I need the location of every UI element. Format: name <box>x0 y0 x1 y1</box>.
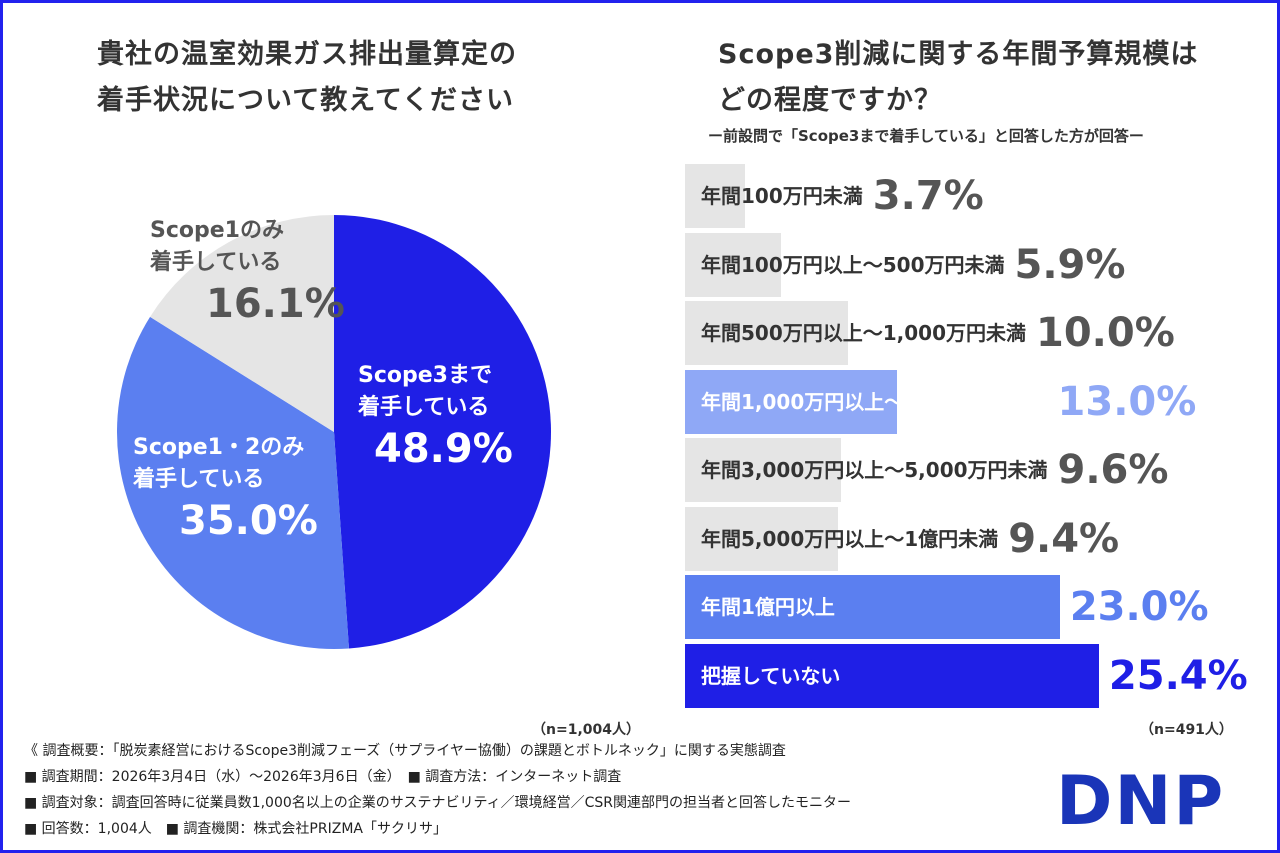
bar-category-label: 年間500万円以上〜1,000万円未満 <box>701 321 1027 345</box>
bar-category-label: 把握していない <box>701 663 841 688</box>
pie-label-scope3-line1: Scope3まで <box>358 363 492 388</box>
pie-label-scope1-line1: Scope1のみ <box>150 218 284 243</box>
bar <box>685 369 897 434</box>
bar-chart-title: Scope3削減に関する年間予算規模は どの程度ですか？ <box>718 32 1198 124</box>
bar-category-label: 年間1億円以上 <box>701 595 835 619</box>
pie-slice-scope1 <box>150 215 334 432</box>
bar-chart-subtitle: ー前設問で「Scope3まで着手している」と回答した方が回答ー <box>708 127 1144 145</box>
footnote-line: ■ 回答数：1,004人 ■ 調査機関：株式会社PRIZMA「サクリサ」 <box>24 821 447 837</box>
pie-label-scope12: Scope1・2のみ 着手している 35.0% <box>133 432 318 546</box>
bar-value-label: 23.0% <box>1069 584 1209 630</box>
survey-footnotes: 《 調査概要：「脱炭素経営におけるScope3削減フェーズ（サプライヤー協働）の… <box>24 738 851 842</box>
footnote-line: 《 調査概要：「脱炭素経営におけるScope3削減フェーズ（サプライヤー協働）の… <box>24 743 786 759</box>
pie-title-line1: 貴社の温室効果ガス排出量算定の <box>97 39 517 70</box>
pie-label-scope3-line2: 着手している <box>358 395 490 420</box>
pie-label-scope1-line2: 着手している <box>150 250 282 275</box>
bar <box>685 232 782 297</box>
footnote-line: ■ 調査対象：調査回答時に従業員数1,000名以上の企業のサステナビリティ／環境… <box>24 795 852 811</box>
bar-value-label: 13.0% <box>1057 378 1197 425</box>
bar-category-label: 年間100万円未満 <box>701 184 863 208</box>
bar-category-label: 年間1,000万円以上〜3,000万円未満 <box>701 389 1048 414</box>
bar <box>685 643 1099 708</box>
bar-category-label: 年間3,000万円以上〜5,000万円未満 <box>701 458 1048 482</box>
bar <box>685 438 842 502</box>
bar-category-label: 年間100万円以上〜500万円未満 <box>701 252 1005 277</box>
footnote-line: ■ 調査期間：2026年3月4日（水）〜2026年3月6日（金） ■ 調査方法：… <box>24 769 622 785</box>
pie-chart-title: 貴社の温室効果ガス排出量算定の 着手状況について教えてください <box>97 32 517 124</box>
bar <box>685 164 746 228</box>
pie-value-scope1: 16.1% <box>206 281 345 327</box>
pie-label-scope3: Scope3まで 着手している 48.9% <box>358 360 513 474</box>
pie-sample-size: （n=1,004人） <box>532 722 640 738</box>
bar-value-label: 9.4% <box>1008 515 1120 562</box>
bar <box>685 301 848 365</box>
bar-title-line1: Scope3削減に関する年間予算規模は <box>718 39 1199 70</box>
bar-value-label: 3.7% <box>872 173 984 219</box>
bar-category-label: 年間5,000万円以上〜1億円未満 <box>701 526 999 551</box>
dnp-logo: DNP <box>1056 762 1226 841</box>
pie-label-scope12-line1: Scope1・2のみ <box>133 435 305 460</box>
bar-title-line2: どの程度ですか？ <box>718 85 942 116</box>
bar-value-label: 9.6% <box>1057 447 1169 493</box>
pie-slice-scope12 <box>116 316 349 650</box>
bar <box>685 506 839 571</box>
bar-sample-size: （n=491人） <box>1140 722 1233 738</box>
pie-slice-scope3 <box>334 215 551 649</box>
pie-title-line2: 着手状況について教えてください <box>97 85 515 116</box>
bar-value-label: 5.9% <box>1014 241 1126 288</box>
bar-value-label: 25.4% <box>1108 652 1248 699</box>
pie-label-scope1: Scope1のみ 着手している 16.1% <box>150 215 345 329</box>
bar <box>685 575 1060 639</box>
pie-value-scope12: 35.0% <box>179 498 318 544</box>
pie-label-scope12-line2: 着手している <box>133 467 265 492</box>
bar-value-label: 10.0% <box>1036 310 1175 356</box>
pie-value-scope3: 48.9% <box>374 426 513 472</box>
